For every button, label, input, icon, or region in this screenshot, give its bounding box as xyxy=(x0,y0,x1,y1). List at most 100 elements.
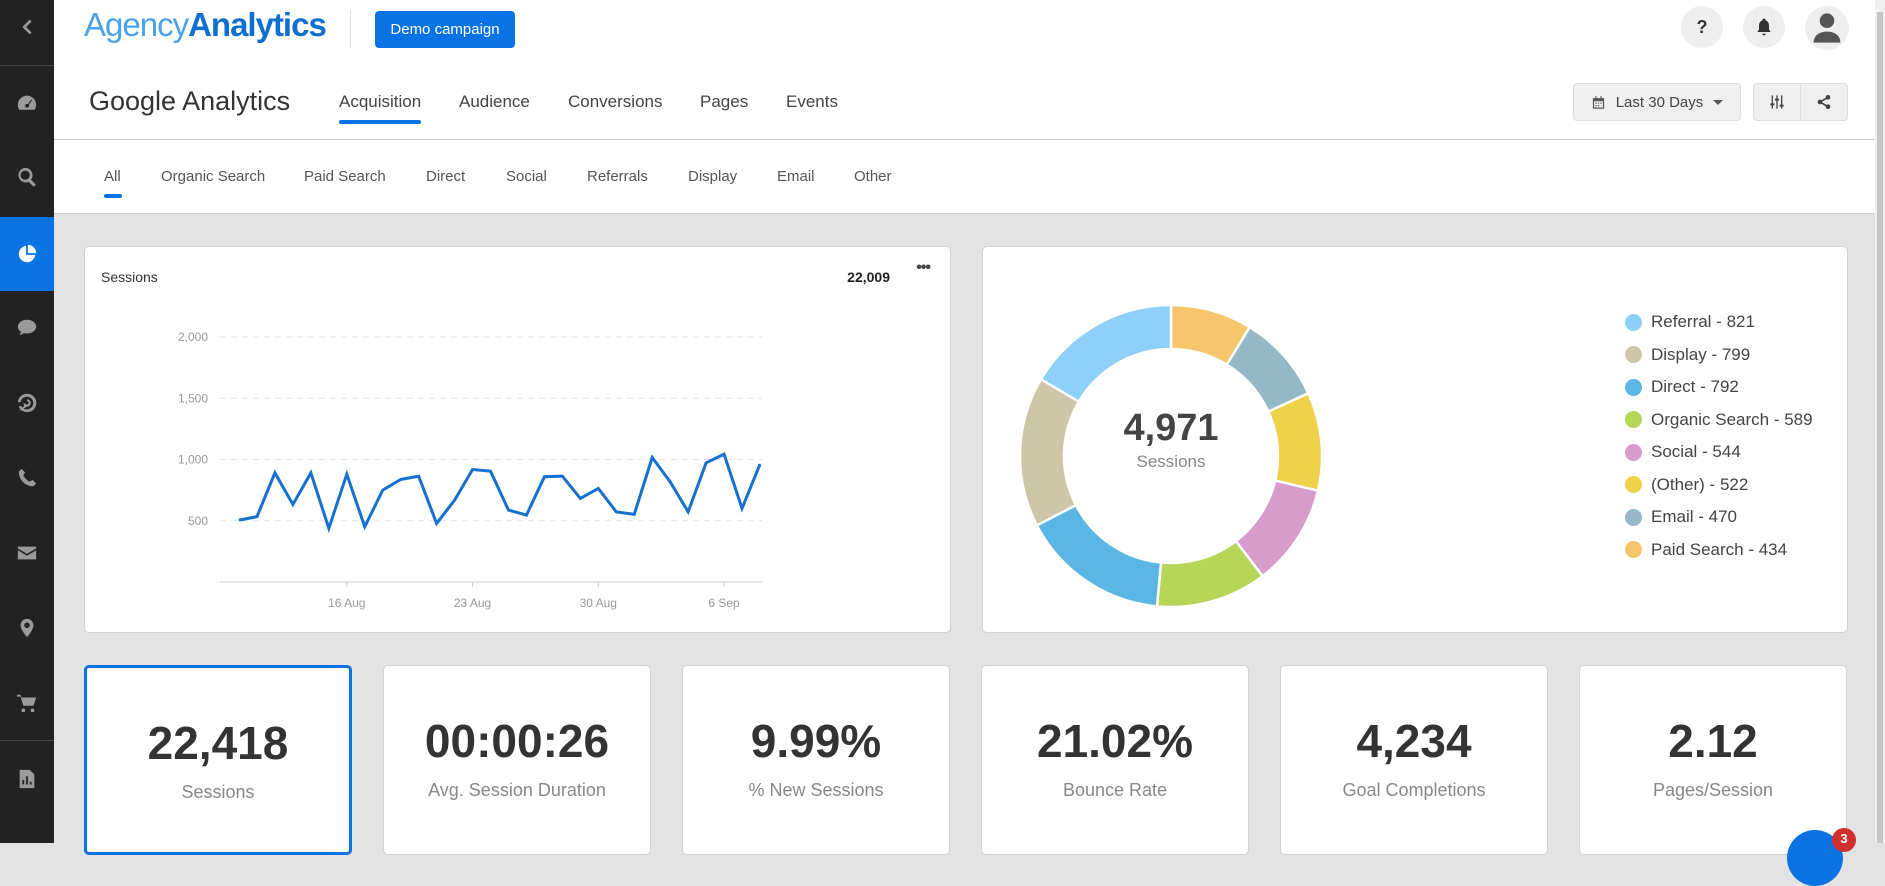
sidebar-item-ecommerce[interactable] xyxy=(0,666,54,740)
chart-title: Sessions xyxy=(101,269,158,285)
legend-swatch xyxy=(1625,443,1642,461)
data-point xyxy=(238,519,240,521)
subtab-referrals[interactable]: Referrals xyxy=(587,168,648,185)
legend-label: Direct - 792 xyxy=(1651,377,1739,396)
data-point xyxy=(310,472,312,474)
subtab-other[interactable]: Other xyxy=(854,168,892,185)
kpi-value: 9.99% xyxy=(750,715,882,767)
kpi-value: 4,234 xyxy=(1356,715,1472,767)
data-point xyxy=(741,507,743,509)
legend-item[interactable]: Email - 470 xyxy=(1625,507,1737,527)
scrollbar[interactable] xyxy=(1875,0,1885,843)
subtab-organic-search[interactable]: Organic Search xyxy=(161,168,266,185)
kpi-card-avg-session-duration[interactable]: 00:00:26 Avg. Session Duration xyxy=(383,665,651,855)
kpi-label: Goal Completions xyxy=(1342,780,1486,800)
sliders-icon xyxy=(1770,95,1784,109)
chevron-left-icon xyxy=(22,19,32,35)
kpi-card-goal-completions[interactable]: 4,234 Goal Completions xyxy=(1280,665,1548,855)
subtab-direct[interactable]: Direct xyxy=(426,168,466,185)
data-point xyxy=(454,499,456,501)
caret-down-icon xyxy=(1713,100,1724,105)
sidebar-item-local[interactable] xyxy=(0,591,54,665)
filter-settings-button[interactable] xyxy=(1754,84,1800,120)
y-tick-label: 500 xyxy=(188,514,208,528)
chart-total: 22,009 xyxy=(847,269,890,285)
data-point xyxy=(472,469,474,471)
chat-bubble-icon xyxy=(17,319,37,336)
kpi-card-pages-per-session[interactable]: 2.12 Pages/Session xyxy=(1579,665,1847,855)
kpi-card-new-sessions[interactable]: 9.99% % New Sessions xyxy=(682,665,950,855)
sidebar-item-google-analytics[interactable] xyxy=(0,217,54,291)
subtab-display[interactable]: Display xyxy=(688,168,738,185)
x-tick-label: 16 Aug xyxy=(328,596,365,610)
data-point xyxy=(490,470,492,472)
kpi-label: % New Sessions xyxy=(748,780,884,800)
legend-item[interactable]: Social - 544 xyxy=(1625,442,1741,462)
subtab-all[interactable]: All xyxy=(104,168,122,198)
tab-pages[interactable]: Pages xyxy=(700,92,749,111)
tab-conversions[interactable]: Conversions xyxy=(568,92,663,111)
data-point xyxy=(328,527,330,529)
kpi-card-sessions[interactable]: 22,418 Sessions xyxy=(84,665,352,855)
notifications-button[interactable] xyxy=(1743,6,1785,48)
bell-icon xyxy=(1757,18,1771,36)
sidebar-item-reviews[interactable] xyxy=(0,291,54,365)
gauge-icon xyxy=(17,95,37,110)
tab-acquisition[interactable]: Acquisition xyxy=(339,92,422,124)
date-range-dropdown[interactable]: Last 30 Days xyxy=(1573,83,1741,121)
subtab-paid-search[interactable]: Paid Search xyxy=(304,168,386,185)
calendar-icon xyxy=(1592,95,1604,109)
data-point xyxy=(543,476,545,478)
legend-swatch xyxy=(1625,378,1642,396)
share-icon xyxy=(1817,95,1831,109)
sidebar-item-call-tracking[interactable] xyxy=(0,441,54,515)
agency-analytics-logo[interactable]: AgencyAnalytics xyxy=(84,6,327,43)
kpi-value: 00:00:26 xyxy=(424,715,610,767)
legend-item[interactable]: Paid Search - 434 xyxy=(1625,540,1787,560)
sidebar-item-seo[interactable] xyxy=(0,140,54,214)
data-point xyxy=(669,481,671,483)
legend-item[interactable]: (Other) - 522 xyxy=(1625,475,1748,495)
share-button[interactable] xyxy=(1800,84,1847,120)
data-point xyxy=(651,457,653,459)
kpi-label: Pages/Session xyxy=(1652,780,1774,800)
legend-swatch xyxy=(1625,541,1642,558)
sidebar-item-dashboard[interactable] xyxy=(0,66,54,140)
subtab-email[interactable]: Email xyxy=(777,168,815,185)
legend-label: Social - 544 xyxy=(1651,442,1741,461)
subtab-social[interactable]: Social xyxy=(506,168,547,185)
legend-item[interactable]: Display - 799 xyxy=(1625,345,1750,365)
x-tick-label: 30 Aug xyxy=(580,596,617,610)
envelope-icon xyxy=(17,546,37,560)
search-icon xyxy=(18,167,36,187)
collapse-sidebar-button[interactable] xyxy=(0,0,54,54)
user-avatar-button[interactable] xyxy=(1805,6,1849,50)
legend-label: Referral - 821 xyxy=(1651,312,1755,331)
legend-item[interactable]: Referral - 821 xyxy=(1625,312,1755,332)
more-options-icon[interactable]: ••• xyxy=(916,259,931,276)
tab-events[interactable]: Events xyxy=(786,92,838,111)
legend-swatch xyxy=(1625,313,1642,331)
donut-chart xyxy=(1018,303,1324,609)
sidebar-item-ppc[interactable] xyxy=(0,366,54,440)
kpi-card-bounce-rate[interactable]: 21.02% Bounce Rate xyxy=(981,665,1249,855)
kpi-value: 21.02% xyxy=(1036,715,1193,767)
question-icon: ? xyxy=(1696,16,1708,37)
legend-item[interactable]: Direct - 792 xyxy=(1625,377,1739,397)
data-point xyxy=(633,513,635,515)
y-tick-label: 1,000 xyxy=(178,453,208,467)
kpi-value: 2.12 xyxy=(1668,715,1758,767)
data-point xyxy=(579,497,581,499)
legend-item[interactable]: Organic Search - 589 xyxy=(1625,410,1813,430)
data-point xyxy=(597,487,599,489)
donut-center-value: 4,971 xyxy=(1123,407,1219,449)
demo-campaign-button[interactable]: Demo campaign xyxy=(375,11,515,48)
help-button[interactable]: ? xyxy=(1681,6,1723,48)
kpi-label: Avg. Session Duration xyxy=(428,780,606,800)
sidebar-item-reports[interactable] xyxy=(0,742,54,816)
legend-swatch xyxy=(1625,411,1642,428)
tab-audience[interactable]: Audience xyxy=(459,92,530,111)
data-point xyxy=(274,472,276,474)
sidebar-item-email[interactable] xyxy=(0,516,54,590)
date-range-label: Last 30 Days xyxy=(1615,93,1704,111)
